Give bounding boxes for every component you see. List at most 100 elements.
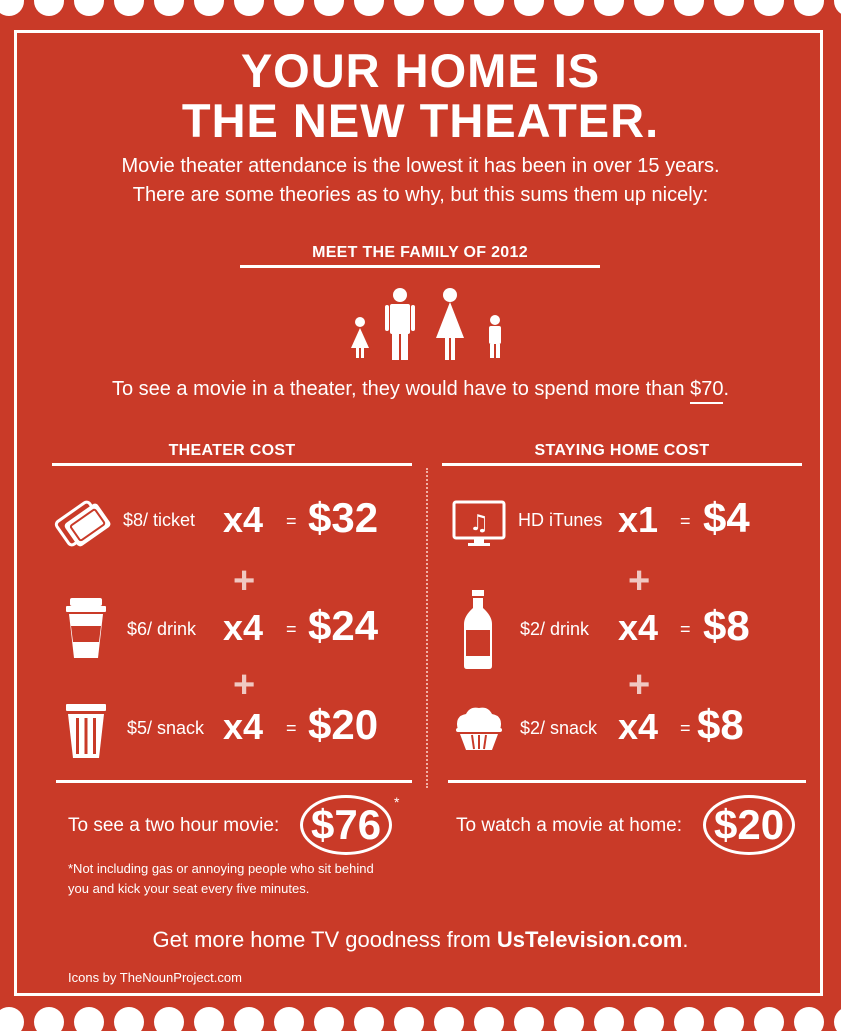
theater-row-1-total: $32: [308, 494, 379, 541]
home-cost-heading: STAYING HOME COST: [534, 442, 710, 459]
theater-row-3-equals: =: [286, 718, 297, 738]
cta-text: Get more home TV goodness from: [152, 927, 497, 952]
scallop: [234, 0, 264, 16]
home-row-1-label: HD iTunes: [518, 510, 603, 530]
home-plus-2: +: [628, 664, 651, 706]
scallop: [314, 1007, 344, 1031]
svg-text:♫: ♫: [469, 511, 489, 536]
scallop: [354, 0, 384, 16]
theater-plus-2: +: [233, 664, 256, 706]
scallop: [394, 1007, 424, 1031]
scallop: [834, 0, 841, 16]
theater-row-2-equals: =: [286, 619, 297, 639]
theater-row-2-label: $6/ drink: [127, 619, 197, 639]
theater-row-2-total: $24: [308, 602, 379, 649]
cta-site-link[interactable]: UsTelevision.com: [496, 927, 683, 952]
cupcake-icon: [452, 706, 506, 752]
theater-plus-1: +: [233, 560, 256, 602]
footnote-line-1: *Not including gas or annoying people wh…: [68, 861, 374, 876]
scallop: [114, 1007, 144, 1031]
spend-text: To see a movie in a theater, they would …: [111, 378, 691, 400]
home-summary-rule: [448, 780, 806, 783]
scallop: [154, 0, 184, 16]
scallop: [474, 1007, 504, 1031]
title-line-1: YOUR HOME IS: [240, 44, 601, 97]
scallop: [794, 0, 824, 16]
scallop: [834, 1007, 841, 1031]
home-row-1-total: $4: [703, 494, 750, 541]
popcorn-icon: [64, 702, 108, 760]
column-divider: [426, 468, 428, 788]
scallop: [0, 1007, 24, 1031]
scallop: [234, 1007, 264, 1031]
spend-end: .: [723, 378, 730, 400]
home-summary-text: To watch a movie at home:: [456, 815, 682, 836]
theater-asterisk: *: [394, 794, 400, 810]
home-row-3-total: $8: [697, 701, 744, 748]
home-row-2-equals: =: [680, 619, 691, 639]
scallop: [714, 0, 744, 16]
scallop: [34, 0, 64, 16]
home-row-3-equals: =: [680, 718, 691, 738]
scallop: [354, 1007, 384, 1031]
scallop: [274, 0, 304, 16]
footnote-line-2: you and kick your seat every five minute…: [68, 881, 310, 896]
home-row-2-label: $2/ drink: [520, 619, 590, 639]
home-summary-total: $20: [703, 795, 796, 855]
scallop: [154, 1007, 184, 1031]
home-row-2-total: $8: [703, 602, 750, 649]
scallop: [114, 0, 144, 16]
home-plus-1: +: [628, 560, 651, 602]
scallop: [434, 0, 464, 16]
scallop: [34, 1007, 64, 1031]
scallop: [554, 1007, 584, 1031]
scallop: [194, 0, 224, 16]
theater-row-1-equals: =: [286, 511, 297, 531]
theater-summary-text: To see a two hour movie:: [68, 815, 280, 836]
intro-line-2: There are some theories as to why, but t…: [132, 184, 709, 206]
theater-summary-rule: [56, 780, 412, 783]
cta-end: .: [682, 927, 689, 952]
ticket-icon: [52, 494, 112, 550]
theater-row-2-mult: x4: [223, 607, 264, 648]
theater-row-3-total: $20: [308, 701, 379, 748]
family-heading: MEET THE FAMILY OF 2012: [312, 244, 528, 261]
scallop: [74, 0, 104, 16]
scallop: [74, 1007, 104, 1031]
scallop: [634, 0, 664, 16]
title-line-2: THE NEW THEATER.: [181, 94, 660, 147]
scallop: [554, 0, 584, 16]
cta-line: Get more home TV goodness from UsTelevis…: [0, 927, 841, 953]
scallop: [0, 0, 24, 16]
cup-icon: [64, 598, 108, 660]
family-heading-rule: [240, 265, 600, 268]
home-heading-rule: [442, 463, 802, 466]
home-row-2-mult: x4: [618, 607, 659, 648]
theater-row-1-mult: x4: [223, 499, 264, 540]
scallop: [674, 1007, 704, 1031]
bottle-icon: [462, 590, 494, 670]
home-row-3-mult: x4: [618, 706, 659, 747]
scallop: [754, 0, 784, 16]
home-row-1-mult: x1: [618, 499, 659, 540]
top-scallop-edge: [0, 0, 841, 26]
poster-frame: [14, 30, 823, 996]
scallop: [394, 0, 424, 16]
scallop: [274, 1007, 304, 1031]
scallop: [794, 1007, 824, 1031]
spend-amount: $70: [690, 378, 724, 404]
scallop: [634, 1007, 664, 1031]
scallop: [194, 1007, 224, 1031]
theater-row-3-label: $5/ snack: [127, 718, 205, 738]
scallop: [514, 0, 544, 16]
bottom-scallop-edge: [0, 1007, 841, 1031]
theater-row-3-mult: x4: [223, 706, 264, 747]
intro-line-1: Movie theater attendance is the lowest i…: [121, 155, 720, 177]
scallop: [594, 0, 624, 16]
scallop: [434, 1007, 464, 1031]
tv-icon: ♫: [452, 500, 506, 548]
home-row-3-label: $2/ snack: [520, 718, 598, 738]
home-row-1-equals: =: [680, 511, 691, 531]
